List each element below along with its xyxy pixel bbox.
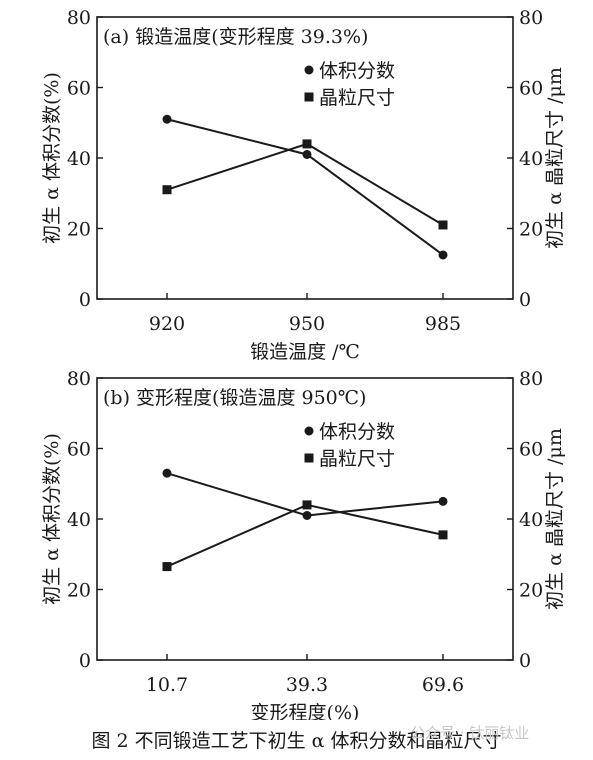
data-point-circle xyxy=(162,114,172,124)
y-tick-label-left: 40 xyxy=(67,148,91,170)
data-point-square xyxy=(162,185,172,195)
y-tick-label-right: 60 xyxy=(519,78,543,100)
data-point-circle xyxy=(438,496,448,506)
y-tick-label-right: 80 xyxy=(519,7,543,29)
y-tick-label-right: 0 xyxy=(519,289,531,311)
y-tick-label-left: 0 xyxy=(79,289,91,311)
y-tick-label-left: 60 xyxy=(67,78,91,100)
y-axis-label-right: 初生 α 晶粒尺寸 /μm xyxy=(544,67,566,249)
legend-label: 晶粒尺寸 xyxy=(319,448,395,470)
y-tick-label-left: 80 xyxy=(67,368,91,390)
legend-marker-circle xyxy=(304,65,314,75)
data-point-circle xyxy=(438,250,448,260)
watermark: 公众号 · 钛丽钛业 xyxy=(410,724,530,742)
y-axis-label-left: 初生 α 体积分数(%) xyxy=(41,433,63,605)
legend-marker-square xyxy=(304,92,314,102)
chart-panel-b: 0 0 20 20 40 40 60 60 80 80 10.7 39.3 69.6 变形程度(%) 初生 … xyxy=(41,368,566,720)
legend-marker-square xyxy=(304,453,314,463)
chart-title: (a) 锻造温度(变形程度 39.3%) xyxy=(103,26,368,48)
data-point-square xyxy=(302,500,312,510)
y-tick-label-left: 40 xyxy=(67,509,91,531)
legend-label: 体积分数 xyxy=(319,421,395,443)
legend-label: 晶粒尺寸 xyxy=(319,87,395,109)
y-tick-label-right: 0 xyxy=(519,650,531,672)
chart-title: (b) 变形程度(锻造温度 950℃) xyxy=(103,387,366,409)
chart-panel-a: 0 0 20 20 40 40 60 60 80 80 920 950 985 锻造温度 /℃ 初生 α 体… xyxy=(41,7,566,363)
figure-caption: 图 2 不同锻造工艺下初生 α 体积分数和晶粒尺寸 xyxy=(91,730,502,752)
y-tick-label-right: 20 xyxy=(519,580,543,602)
data-point-square xyxy=(438,530,448,540)
y-tick-label-right: 60 xyxy=(519,439,543,461)
y-tick-label-right: 80 xyxy=(519,368,543,390)
y-tick-label-right: 40 xyxy=(519,148,543,170)
x-tick-label: 950 xyxy=(289,313,325,335)
data-point-square xyxy=(302,139,312,149)
data-point-square xyxy=(162,562,172,572)
legend-label: 体积分数 xyxy=(319,60,395,82)
data-point-circle xyxy=(302,510,312,520)
y-tick-label-left: 60 xyxy=(67,439,91,461)
x-tick-label: 920 xyxy=(149,313,185,335)
x-axis-label: 锻造温度 /℃ xyxy=(250,341,360,363)
x-tick-label: 39.3 xyxy=(286,674,328,696)
y-tick-label-left: 80 xyxy=(67,7,91,29)
figure-canvas: 0 0 20 20 40 40 60 60 80 80 920 950 985 锻造温度 /℃ 初生 α 体… xyxy=(41,7,566,720)
y-tick-label-left: 20 xyxy=(67,580,91,602)
y-axis-label-right: 初生 α 晶粒尺寸 /μm xyxy=(544,428,566,610)
y-tick-label-left: 20 xyxy=(67,219,91,241)
legend-marker-circle xyxy=(304,426,314,436)
y-tick-label-right: 20 xyxy=(519,219,543,241)
y-tick-label-left: 0 xyxy=(79,650,91,672)
x-tick-label: 985 xyxy=(425,313,461,335)
y-tick-label-right: 40 xyxy=(519,509,543,531)
x-axis-label: 变形程度(%) xyxy=(251,702,360,720)
x-tick-label: 10.7 xyxy=(146,674,188,696)
data-point-circle xyxy=(162,468,172,478)
x-tick-label: 69.6 xyxy=(422,674,464,696)
data-point-circle xyxy=(302,149,312,159)
y-axis-label-left: 初生 α 体积分数(%) xyxy=(41,72,63,244)
data-point-square xyxy=(438,220,448,230)
